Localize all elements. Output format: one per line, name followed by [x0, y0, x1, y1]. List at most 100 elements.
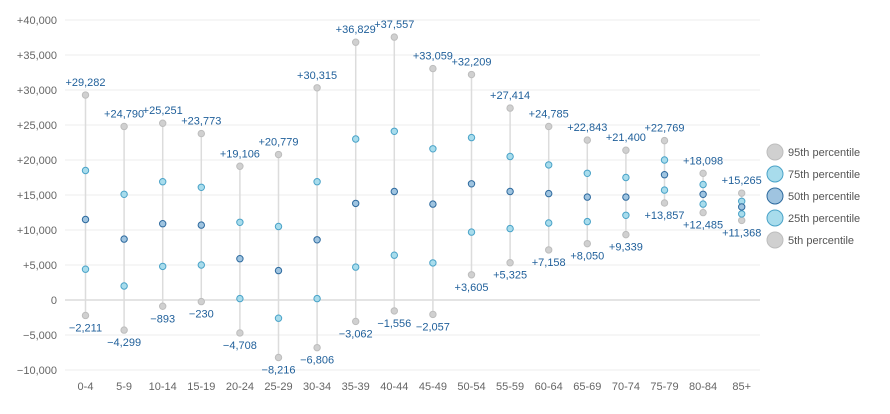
top-value-label: +30,315 — [297, 70, 337, 82]
legend-item[interactable]: 25th percentile — [766, 209, 860, 227]
y-tick-label: +20,000 — [17, 155, 57, 167]
bottom-value-label: −2,057 — [416, 321, 450, 333]
legend-swatch-icon — [766, 231, 784, 249]
point-25th — [467, 228, 476, 236]
point-50th — [467, 180, 476, 188]
legend[interactable]: 95th percentile 75th percentile 50th perce… — [766, 143, 860, 249]
legend-label: 75th percentile — [788, 169, 860, 181]
point-5th — [467, 271, 476, 279]
point-50th — [738, 203, 746, 211]
point-95th — [622, 146, 630, 154]
legend-label: 95th percentile — [788, 147, 860, 159]
point-5th — [699, 208, 707, 217]
y-tick-label: +25,000 — [17, 120, 57, 132]
x-axis: 0-4 5-9 10-14 15-19 20-24 25-29 30-34 35-39 40-4… — [78, 381, 751, 393]
point-25th — [159, 262, 167, 271]
point-5th — [429, 310, 437, 319]
legend-swatch-icon — [766, 165, 784, 183]
point-25th — [236, 294, 244, 303]
top-value-label: +23,773 — [181, 116, 221, 128]
point-25th — [660, 186, 669, 194]
legend-item[interactable]: 5th percentile — [766, 231, 854, 249]
point-50th — [622, 193, 630, 201]
data-points — [81, 33, 746, 362]
point-95th — [313, 84, 321, 92]
top-value-label: +15,265 — [722, 175, 762, 187]
point-5th — [120, 326, 128, 334]
point-50th — [506, 187, 514, 196]
point-95th — [120, 122, 128, 131]
y-axis: −10,000 −5,000 0 +5,000 +10,000 +15,000 +20,00… — [17, 15, 57, 377]
point-75th — [197, 183, 206, 192]
point-5th — [545, 246, 553, 254]
point-75th — [583, 169, 591, 178]
x-tick-label: 5-9 — [116, 381, 132, 393]
point-50th — [660, 171, 669, 179]
point-25th — [429, 259, 437, 267]
grid-lines — [65, 19, 760, 371]
point-25th — [197, 261, 206, 269]
point-95th — [197, 129, 206, 138]
point-75th — [236, 218, 244, 227]
x-tick-label: 40-44 — [380, 381, 408, 393]
legend-item[interactable]: 75th percentile — [766, 165, 860, 183]
x-tick-label: 30-34 — [303, 381, 331, 393]
point-75th — [506, 152, 514, 161]
bottom-value-label: +5,325 — [493, 270, 527, 282]
data-labels: +29,282 +24,790+25,251+23,773 +19,106+20,7… — [65, 19, 761, 376]
point-75th — [467, 133, 476, 142]
y-tick-label: +15,000 — [17, 190, 57, 202]
point-75th — [120, 190, 128, 199]
y-tick-label: −10,000 — [17, 365, 57, 377]
y-tick-label: +30,000 — [17, 85, 57, 97]
point-5th — [236, 329, 244, 337]
point-50th — [699, 190, 707, 199]
point-50th — [352, 199, 360, 208]
point-95th — [429, 64, 437, 73]
point-5th — [506, 259, 514, 267]
x-tick-label: 60-64 — [535, 381, 563, 393]
top-value-label: +24,785 — [529, 109, 569, 121]
point-25th — [506, 224, 514, 233]
x-tick-label: 10-14 — [149, 381, 177, 393]
point-50th — [390, 187, 398, 196]
top-value-label: +24,790 — [104, 108, 144, 120]
legend-swatch-icon — [766, 143, 784, 161]
top-value-label: +27,414 — [490, 90, 530, 102]
bottom-value-label: +8,050 — [570, 251, 604, 263]
bottom-value-label: −8,216 — [262, 365, 296, 377]
point-5th — [352, 317, 360, 326]
point-75th — [352, 135, 360, 143]
y-tick-label: 0 — [51, 295, 57, 307]
point-50th — [583, 193, 591, 201]
legend-item[interactable]: 50th percentile — [766, 187, 860, 205]
point-5th — [313, 343, 321, 352]
top-value-label: +36,829 — [336, 24, 376, 36]
point-25th — [622, 211, 630, 220]
point-50th — [81, 215, 90, 224]
bottom-value-label: +12,485 — [683, 220, 723, 232]
point-50th — [197, 221, 206, 229]
point-25th — [352, 263, 360, 271]
top-value-label: +22,843 — [567, 122, 607, 134]
y-tick-label: +5,000 — [23, 260, 57, 272]
x-tick-label: 15-19 — [187, 381, 215, 393]
point-95th — [159, 119, 167, 127]
point-95th — [390, 33, 398, 41]
point-75th — [660, 156, 669, 164]
legend-label: 50th percentile — [788, 191, 860, 203]
point-95th — [467, 70, 476, 79]
x-tick-label: 35-39 — [342, 381, 370, 393]
point-75th — [545, 161, 553, 169]
point-25th — [390, 251, 398, 259]
point-5th — [159, 302, 167, 310]
bottom-value-label: +9,339 — [609, 242, 643, 254]
point-5th — [583, 239, 591, 248]
point-25th — [274, 314, 283, 322]
legend-item[interactable]: 95th percentile — [766, 143, 860, 161]
point-50th — [274, 266, 283, 275]
x-tick-label: 25-29 — [264, 381, 292, 393]
point-95th — [274, 150, 283, 159]
x-tick-label: 50-54 — [457, 381, 485, 393]
point-75th — [390, 127, 398, 136]
